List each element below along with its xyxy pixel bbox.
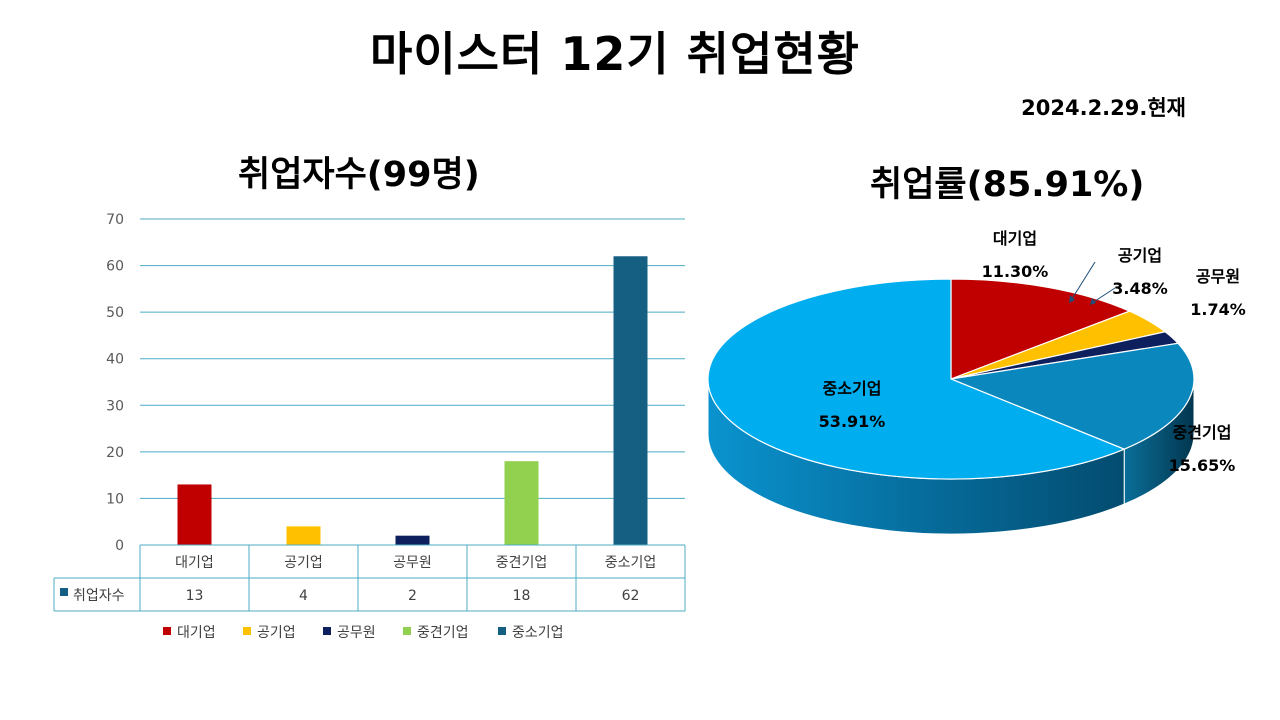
legend-marker [323,627,331,635]
legend-marker [163,627,171,635]
pie-slice-대기업 [950,278,1132,380]
bar-공무원 [395,535,430,545]
pie-value-label: 1.74% [1190,300,1246,319]
category-label: 중견기업 [496,555,548,571]
y-tick-label: 40 [106,352,124,368]
pie-slice-중견기업 [948,342,1195,450]
bar-chart-title: 취업자수(99명) [238,155,480,195]
bar-chart: 0 10 20 30 40 50 60 70 대기업 13 공기업 4 공무원 2 중견기업 18 중소기업 62… [53,212,686,641]
legend-label: 공기업 [257,625,296,641]
data-table-value: 13 [186,588,204,604]
series-key-marker [60,588,68,596]
legend-label: 중소기업 [512,625,564,641]
page-title: 마이스터 12기 취업현황 [370,27,860,81]
y-tick-label: 60 [106,259,124,275]
pie-category-label: 중소기업 [823,379,882,398]
data-table-value: 2 [408,588,417,604]
pie-value-label: 15.65% [1169,456,1236,475]
date-label: 2024.2.29.현재 [1021,96,1186,120]
y-tick-label: 70 [106,212,124,228]
pie-chart-title: 취업률(85.91%) [870,165,1145,205]
y-tick-label: 0 [115,538,124,554]
bar-중소기업 [613,256,648,545]
series-name-label: 취업자수 [73,588,125,604]
bar-중견기업 [504,461,539,545]
pie-category-label: 공무원 [1196,267,1240,286]
y-tick-label: 50 [106,305,124,321]
bar-대기업 [177,484,212,545]
pie-category-label: 중견기업 [1173,423,1232,442]
category-label: 중소기업 [605,555,657,571]
legend-marker [498,627,506,635]
pie-value-label: 3.48% [1112,279,1168,298]
bar-공기업 [286,526,321,545]
y-tick-label: 30 [106,398,124,414]
legend-label: 공무원 [337,625,376,641]
y-tick-label: 10 [106,491,124,507]
pie-value-label: 11.30% [982,262,1049,281]
legend-label: 중견기업 [417,625,469,641]
legend-marker [243,627,251,635]
legend-label: 대기업 [177,625,216,641]
category-label: 공기업 [284,555,323,571]
pie-category-label: 대기업 [993,229,1037,248]
leader-line [1091,287,1116,304]
leader-line [1069,261,1096,303]
legend-marker [403,627,411,635]
leader-arrow [1090,298,1096,305]
pie-value-label: 53.91% [819,412,886,431]
data-table-value: 4 [299,588,308,604]
leader-arrow [1069,295,1075,303]
pie-category-label: 공기업 [1118,246,1162,265]
data-table-value: 18 [513,588,531,604]
data-table-value: 62 [622,588,640,604]
category-label: 공무원 [393,555,432,571]
category-label: 대기업 [175,555,214,571]
y-tick-label: 20 [106,445,124,461]
pie-slice-중소기업 [707,278,1126,480]
